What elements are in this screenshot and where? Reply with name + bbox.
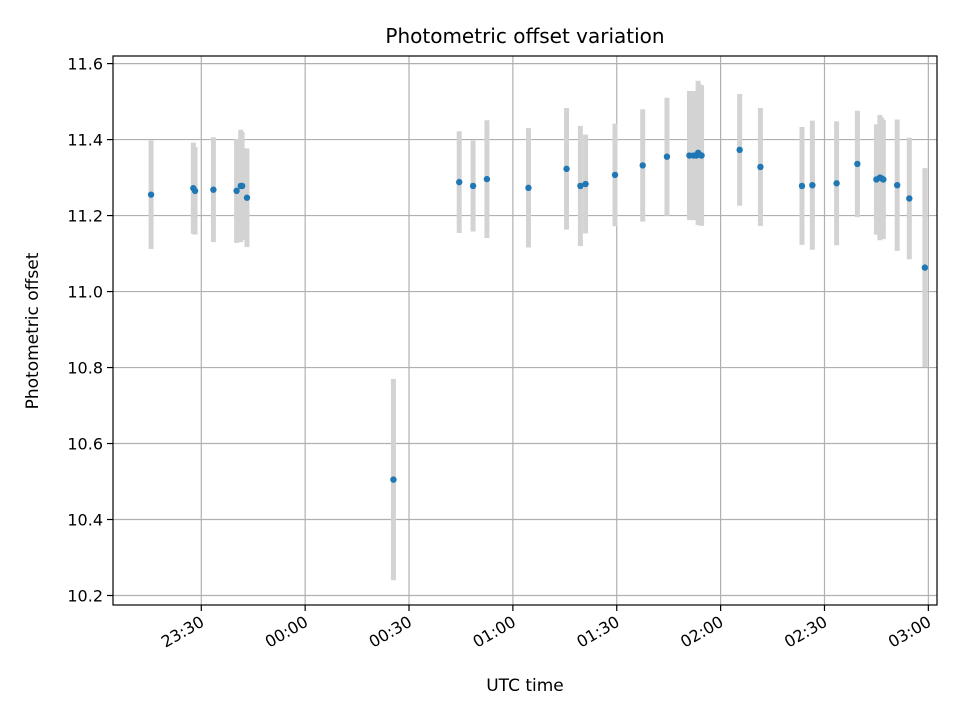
- data-point: [921, 264, 929, 271]
- plot-frame: [112, 55, 938, 606]
- data-point: [880, 176, 887, 183]
- y-axis-ticks: 10.2 10.4 10.6 10.8 11.0 11.2 11.4 11.6: [67, 55, 113, 606]
- data-point: [238, 182, 246, 190]
- x-axis-label: UTC time: [486, 676, 564, 696]
- data-point: [456, 178, 463, 186]
- y-tick-label: 10.8: [67, 359, 103, 378]
- y-tick-label: 11.0: [67, 283, 103, 302]
- data-point: [639, 162, 646, 169]
- data-point: [663, 153, 671, 160]
- data-point: [736, 146, 743, 154]
- y-tick-label: 10.4: [67, 511, 103, 530]
- y-tick-label: 11.6: [67, 55, 103, 74]
- data-point: [563, 165, 570, 173]
- data-point: [469, 182, 477, 190]
- data-point: [577, 182, 584, 190]
- data-point: [611, 171, 619, 179]
- y-tick-label: 10.6: [67, 435, 103, 454]
- y-axis-label: Photometric offset: [23, 252, 43, 409]
- y-tick-label: 11.2: [67, 207, 103, 226]
- data-point: [833, 180, 840, 187]
- data-point: [906, 195, 913, 202]
- data-point: [854, 160, 861, 168]
- data-point: [210, 186, 217, 193]
- data-point: [191, 187, 199, 195]
- data-point: [809, 181, 816, 189]
- data-point: [525, 184, 532, 192]
- data-point: [233, 187, 240, 195]
- data-points: [147, 146, 929, 483]
- y-tick-label: 11.4: [67, 131, 103, 150]
- data-point: [243, 194, 251, 201]
- data-point: [757, 163, 764, 171]
- data-point: [147, 191, 155, 198]
- data-point: [798, 182, 806, 190]
- data-point: [698, 152, 705, 159]
- data-point: [582, 180, 589, 188]
- data-point: [483, 175, 491, 183]
- y-tick-label: 10.2: [67, 587, 103, 606]
- data-point: [893, 181, 901, 189]
- chart-title: Photometric offset variation: [385, 24, 664, 48]
- data-point: [390, 476, 397, 483]
